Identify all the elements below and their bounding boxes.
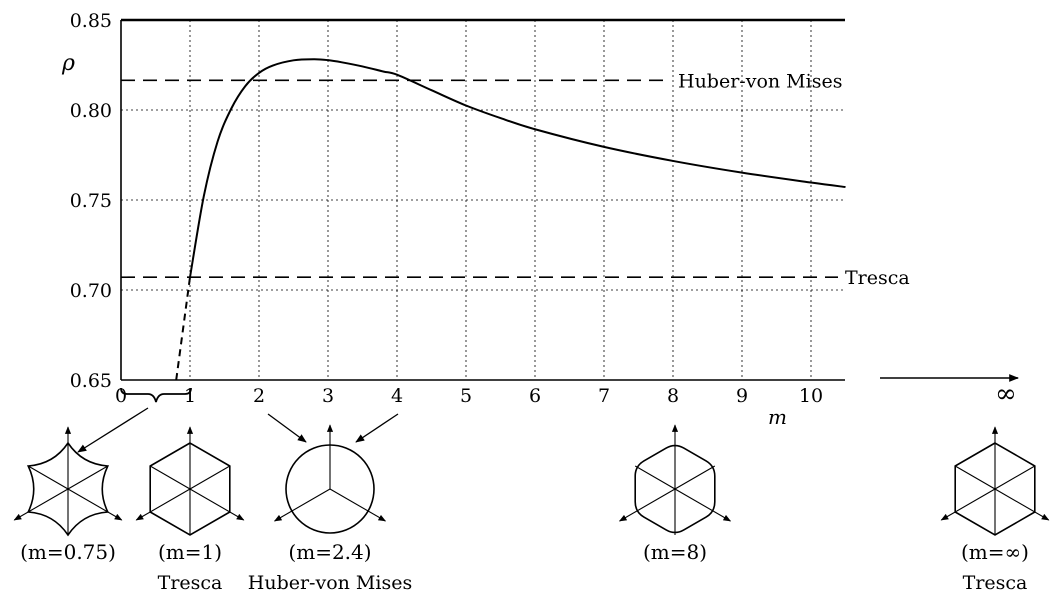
shape-label-m24: (m=2.4) — [288, 540, 371, 564]
infinity-label: ∞ — [995, 379, 1017, 409]
x-tick-label: 9 — [736, 385, 748, 407]
shape-sublabel-minf: Tresca — [963, 572, 1028, 594]
x-tick-label: 2 — [253, 385, 265, 407]
rho-curve-dashed — [175, 277, 191, 381]
shape-m24 — [273, 424, 387, 534]
stress-axis-arrow — [13, 488, 69, 521]
inner-spoke — [994, 465, 1036, 490]
x-tick-label: 6 — [529, 385, 541, 407]
stress-axis-arrow — [189, 488, 245, 521]
stress-axis-arrow — [329, 488, 387, 522]
y-tick-labels: 0.65 0.70 0.75 0.80 0.85 — [70, 10, 112, 392]
inner-spoke — [27, 465, 69, 490]
reference-label-tresca: Tresca — [845, 267, 910, 289]
shape-m8 — [618, 424, 732, 535]
x-tick-label: 4 — [391, 385, 403, 407]
x-tick-label: 8 — [667, 385, 679, 407]
y-tick-label: 0.65 — [70, 370, 112, 392]
shape-minf — [940, 426, 1050, 536]
inner-spoke — [634, 465, 676, 490]
x-tick-label: 0 — [115, 385, 127, 407]
rounded-hexagon — [634, 444, 716, 534]
stress-axis-arrow — [67, 488, 123, 521]
shape-sublabel-m1: Tresca — [158, 572, 223, 594]
stress-axis-arrow — [273, 488, 331, 522]
shape-label-m8: (m=8) — [643, 540, 707, 564]
shape-label-m1: (m=1) — [158, 540, 222, 564]
yield-surface-shapes — [13, 424, 1050, 537]
x-tick-label: 3 — [322, 385, 334, 407]
x-tick-label: 5 — [460, 385, 472, 407]
inner-spoke — [67, 465, 109, 490]
x-tick-labels: 0 1 2 3 4 5 6 7 8 9 10 — [115, 385, 823, 407]
inner-spoke — [954, 465, 996, 490]
inner-spoke — [674, 465, 716, 490]
stress-axis-arrow — [994, 488, 1050, 521]
x-tick-label: 1 — [184, 385, 196, 407]
pointer-arrow-m4 — [355, 413, 399, 443]
x-tick-label: 7 — [598, 385, 610, 407]
shape-m075 — [13, 426, 123, 537]
y-tick-label: 0.75 — [70, 190, 112, 212]
brace — [120, 387, 192, 403]
y-axis-label: ρ — [61, 51, 75, 76]
y-tick-label: 0.80 — [70, 100, 112, 122]
rho-curve-solid — [189, 58, 846, 278]
y-tick-label: 0.85 — [70, 10, 112, 32]
x-axis-label: m — [768, 405, 787, 429]
inner-spoke — [149, 465, 191, 490]
shape-label-minf: (m=∞) — [961, 540, 1029, 564]
x-tick-label: 10 — [799, 385, 823, 407]
inner-spoke — [189, 465, 231, 490]
pointer-arrow-m075 — [77, 407, 149, 453]
stress-axis-arrow — [674, 488, 732, 522]
y-tick-label: 0.70 — [70, 280, 112, 302]
stress-axis-arrow — [618, 488, 676, 522]
pointer-arrow-m2 — [267, 413, 307, 443]
shape-label-m075: (m=0.75) — [20, 540, 116, 564]
stress-axis-arrow — [940, 488, 996, 521]
reference-label-huber-von-mises: Huber-von Mises — [678, 70, 842, 92]
shape-m1 — [135, 426, 245, 536]
shape-sublabel-m24: Huber-von Mises — [248, 572, 412, 594]
stress-axis-arrow — [135, 488, 191, 521]
